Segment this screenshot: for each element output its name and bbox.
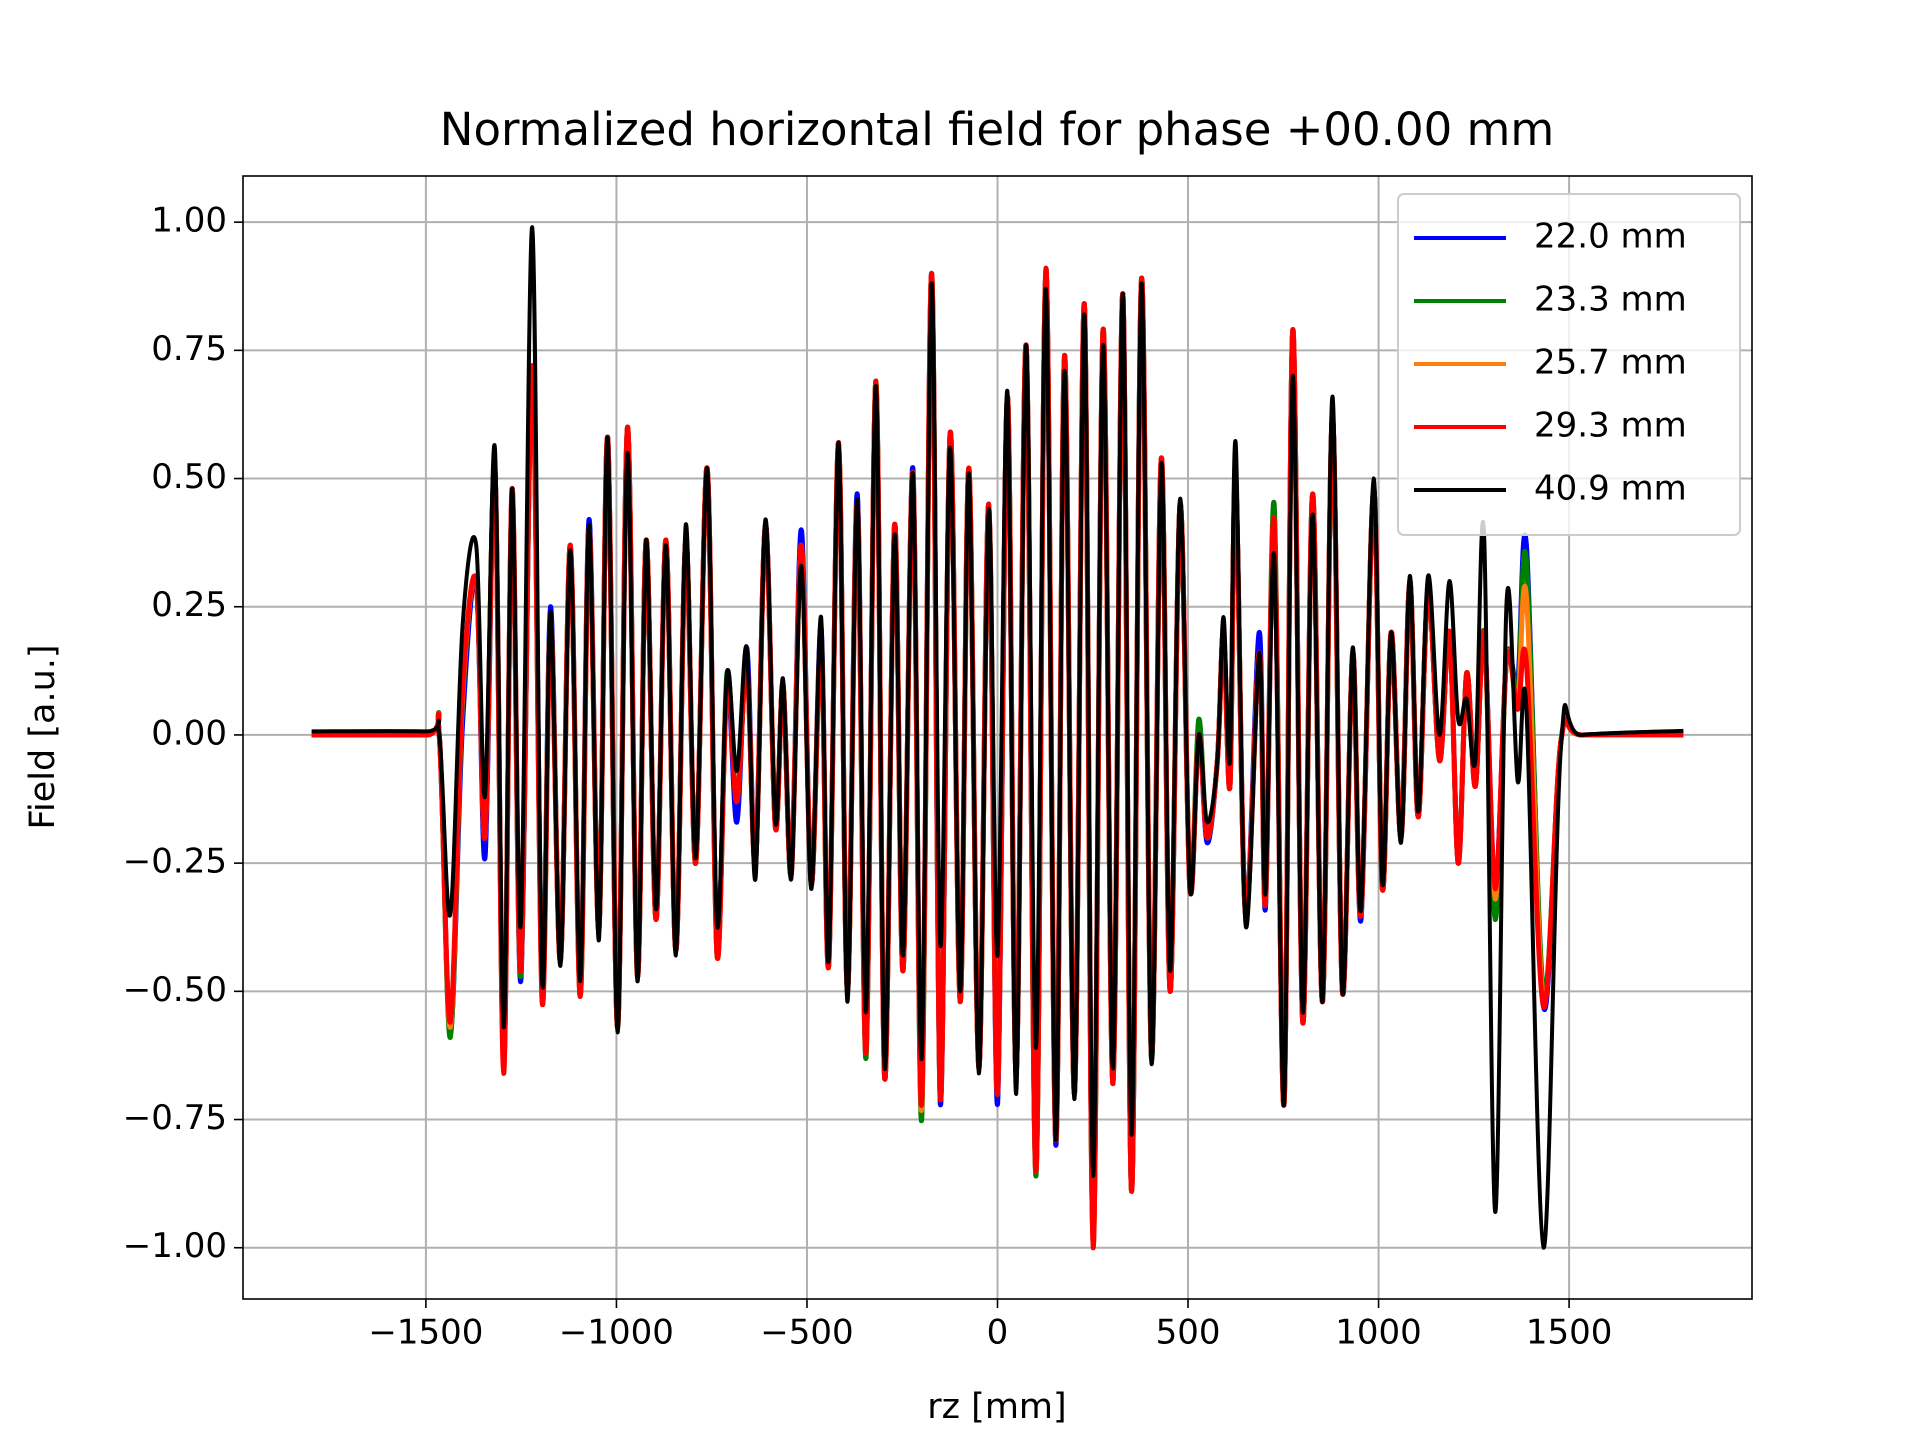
y-tick-label: 0.25 xyxy=(151,585,227,625)
x-tick-label: 0 xyxy=(987,1313,1009,1353)
x-tick-label: −1500 xyxy=(368,1313,483,1353)
y-tick-label: −0.25 xyxy=(123,842,227,882)
y-tick-label: 0.00 xyxy=(151,713,227,753)
x-tick-label: −500 xyxy=(760,1313,853,1353)
y-tick-label: −0.75 xyxy=(123,1098,227,1138)
y-tick-label: 1.00 xyxy=(151,201,227,241)
legend-label: 25.7 mm xyxy=(1534,343,1687,383)
y-tick-label: −0.50 xyxy=(123,970,227,1010)
x-tick-label: 1500 xyxy=(1526,1313,1613,1353)
x-tick-label: 500 xyxy=(1156,1313,1221,1353)
x-axis-label: rz [mm] xyxy=(927,1387,1066,1427)
y-tick-label: −1.00 xyxy=(123,1226,227,1266)
y-tick-label: 0.75 xyxy=(151,329,227,369)
series-line xyxy=(311,225,1684,1250)
chart-title: Normalized horizontal field for phase +0… xyxy=(440,103,1554,156)
y-tick-label: 0.50 xyxy=(151,457,227,497)
legend-label: 40.9 mm xyxy=(1534,469,1687,509)
legend-label: 23.3 mm xyxy=(1534,280,1687,320)
legend-box xyxy=(1397,193,1741,536)
legend-label: 29.3 mm xyxy=(1534,406,1687,446)
x-tick-label: 1000 xyxy=(1335,1313,1422,1353)
y-axis-label: Field [a.u.] xyxy=(23,644,63,829)
legend-label: 22.0 mm xyxy=(1534,217,1687,257)
x-tick-label: −1000 xyxy=(559,1313,674,1353)
plot-frame xyxy=(242,175,1753,1300)
